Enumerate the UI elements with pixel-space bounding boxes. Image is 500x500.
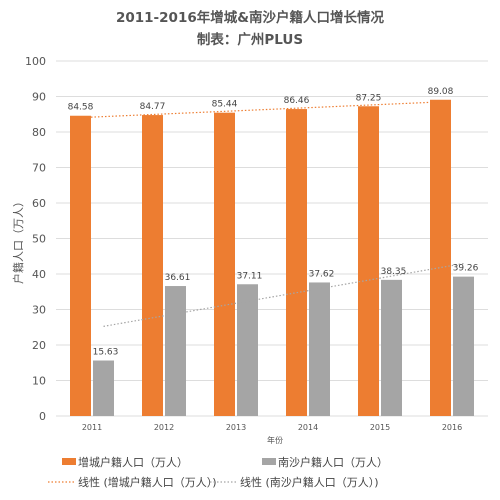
data-label: 36.61 <box>165 273 191 283</box>
data-label: 15.63 <box>93 348 119 358</box>
trendlines <box>80 101 464 327</box>
x-axis-ticks: 2011 2012 2013 2014 2015 2016 <box>82 423 462 432</box>
data-label: 38.35 <box>381 267 407 277</box>
x-tick-label: 2011 <box>82 423 102 432</box>
bar-zengcheng <box>142 115 163 416</box>
data-label: 87.25 <box>356 93 382 103</box>
chart-title: 2011-2016年增城&南沙户籍人口增长情况 <box>116 9 385 26</box>
y-tick-label: 20 <box>32 339 46 352</box>
bar-nansha <box>381 279 402 416</box>
y-tick-label: 0 <box>39 410 46 423</box>
x-tick-label: 2015 <box>370 423 390 432</box>
legend-label: 南沙户籍人口（万人） <box>278 455 388 469</box>
bar-nansha <box>93 360 114 416</box>
data-label: 84.77 <box>140 102 166 112</box>
legend: 增城户籍人口（万人） 南沙户籍人口（万人） 线性 (增城户籍人口（万人）) 线性 (南… <box>48 455 388 489</box>
y-tick-label: 80 <box>32 126 46 139</box>
x-axis-label: 年份 <box>267 435 283 445</box>
bar-nansha <box>165 286 186 416</box>
y-tick-label: 10 <box>32 375 46 388</box>
data-label: 37.62 <box>309 269 335 279</box>
bar-nansha <box>309 282 330 416</box>
trendline <box>103 262 464 327</box>
x-tick-label: 2014 <box>298 423 318 432</box>
bars <box>70 99 474 417</box>
chart-subtitle: 制表：广州PLUS <box>197 31 303 48</box>
x-tick-label: 2016 <box>442 423 462 432</box>
bar-zengcheng <box>286 109 307 416</box>
legend-swatch <box>62 458 76 465</box>
y-tick-label: 30 <box>32 304 46 317</box>
data-label: 39.26 <box>453 264 479 274</box>
y-axis-ticks: 0 10 20 30 40 50 60 70 80 90 100 <box>25 55 46 423</box>
bar-zengcheng <box>214 112 235 417</box>
data-label: 84.58 <box>68 103 94 113</box>
y-tick-label: 100 <box>25 55 46 68</box>
bar-zengcheng <box>70 115 91 416</box>
x-tick-label: 2012 <box>154 423 174 432</box>
y-tick-label: 90 <box>32 91 46 104</box>
gridlines <box>56 60 488 417</box>
data-label: 85.44 <box>212 100 238 110</box>
trendline <box>80 101 441 119</box>
y-tick-label: 70 <box>32 162 46 175</box>
y-tick-label: 50 <box>32 233 46 246</box>
bar-zengcheng <box>358 106 379 416</box>
x-tick-label: 2013 <box>226 423 246 432</box>
legend-label: 线性 (增城户籍人口（万人）) <box>78 475 217 489</box>
bar-nansha <box>237 284 258 416</box>
bar-zengcheng <box>430 99 451 417</box>
y-tick-label: 60 <box>32 197 46 210</box>
data-label: 89.08 <box>428 87 454 97</box>
legend-label: 增城户籍人口（万人） <box>78 455 188 469</box>
data-labels: 84.58 15.63 84.77 36.61 85.44 37.11 86.46 37.62… <box>68 87 479 358</box>
bar-nansha <box>453 276 474 416</box>
y-axis-label: 户籍人口（万人） <box>11 196 25 284</box>
data-label: 37.11 <box>237 271 263 281</box>
y-tick-label: 40 <box>32 268 46 281</box>
legend-label: 线性 (南沙户籍人口（万人）) <box>240 475 379 489</box>
data-label: 86.46 <box>284 96 310 106</box>
legend-swatch <box>262 458 276 465</box>
